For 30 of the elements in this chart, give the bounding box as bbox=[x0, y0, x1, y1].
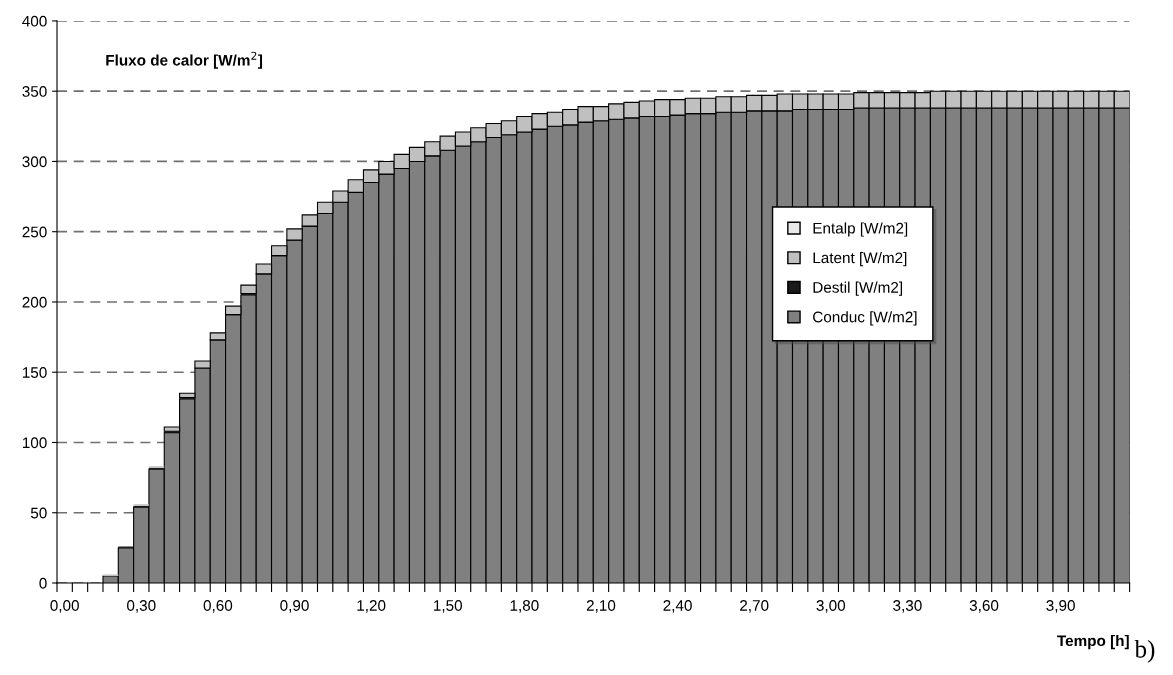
y-tick-label: 50 bbox=[30, 507, 47, 519]
x-tick-label: 3,30 bbox=[893, 600, 922, 613]
x-tick-label: 0,30 bbox=[127, 600, 156, 613]
x-tick-label: 1,50 bbox=[434, 600, 463, 613]
x-tick-label: 1,80 bbox=[510, 600, 539, 613]
x-tick-label: 0,90 bbox=[280, 600, 309, 613]
y-tick-label: 100 bbox=[22, 437, 47, 449]
x-tick-label: 2,10 bbox=[586, 600, 616, 613]
x-tick-label: 3,60 bbox=[969, 600, 999, 613]
text: b) bbox=[1134, 640, 1155, 663]
x-tick-label: 2,40 bbox=[663, 600, 692, 613]
y-tick-label: 400 bbox=[22, 15, 47, 27]
y-tick-label: 150 bbox=[22, 367, 47, 378]
x-tick-label: 2,70 bbox=[740, 600, 769, 613]
x-tick-label: 3,90 bbox=[1046, 600, 1075, 613]
y-tick-label: 200 bbox=[22, 296, 47, 308]
legend-label: Entalp [W/m2] bbox=[813, 222, 908, 237]
y-tick-label: 300 bbox=[22, 156, 47, 168]
x-tick-label: 0,60 bbox=[203, 600, 233, 613]
y-tick-label: 250 bbox=[22, 226, 47, 238]
y-tick-label: 350 bbox=[22, 86, 47, 97]
y-axis-title: Fluxo de calor [W/m$^{2}$] bbox=[106, 51, 263, 69]
x-tick-label: 0,00 bbox=[50, 600, 79, 613]
legend-label: Latent [W/m2] bbox=[813, 251, 907, 267]
x-axis-title: Tempo [h] bbox=[1057, 634, 1129, 650]
legend-label: Destil [W/m2] bbox=[813, 281, 903, 296]
y-tick-label: 0 bbox=[39, 577, 47, 589]
x-tick-label: 1,20 bbox=[357, 600, 386, 613]
legend-label: Conduc [W/m2] bbox=[813, 311, 917, 326]
x-tick-label: 3,00 bbox=[816, 600, 846, 613]
